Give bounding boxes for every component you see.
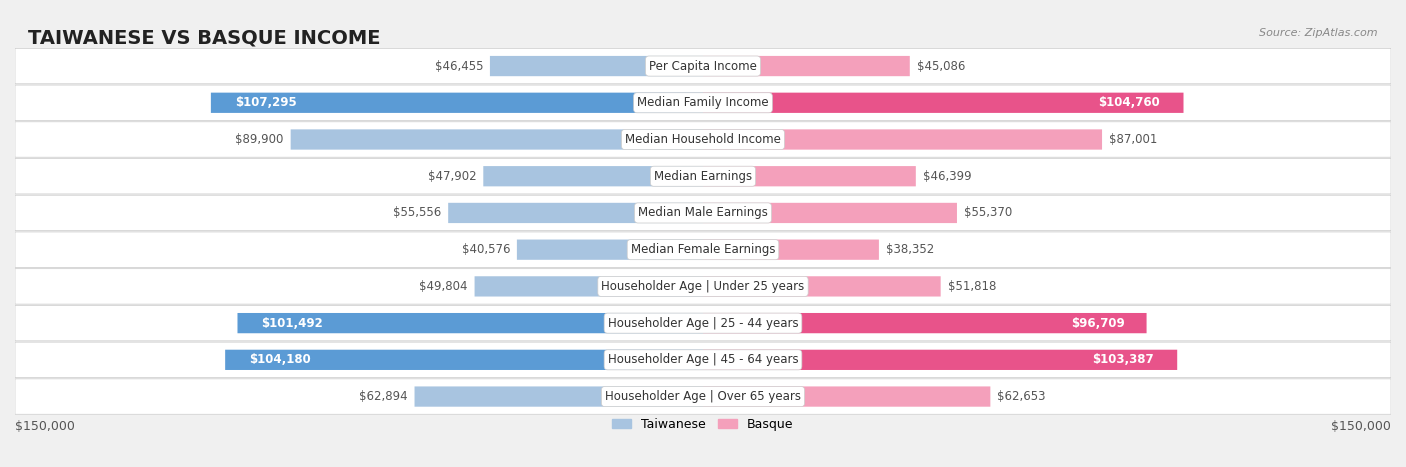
Text: $89,900: $89,900 — [235, 133, 284, 146]
FancyBboxPatch shape — [15, 342, 1391, 377]
Text: $150,000: $150,000 — [1331, 420, 1391, 433]
FancyBboxPatch shape — [475, 276, 703, 297]
FancyBboxPatch shape — [211, 92, 703, 113]
Text: $46,399: $46,399 — [922, 170, 972, 183]
Text: $55,556: $55,556 — [394, 206, 441, 219]
FancyBboxPatch shape — [703, 386, 990, 407]
FancyBboxPatch shape — [15, 305, 1391, 341]
Text: Householder Age | Under 25 years: Householder Age | Under 25 years — [602, 280, 804, 293]
Text: Householder Age | 45 - 64 years: Householder Age | 45 - 64 years — [607, 354, 799, 366]
Text: Householder Age | 25 - 44 years: Householder Age | 25 - 44 years — [607, 317, 799, 330]
FancyBboxPatch shape — [15, 232, 1391, 268]
FancyBboxPatch shape — [489, 56, 703, 76]
FancyBboxPatch shape — [15, 379, 1391, 414]
FancyBboxPatch shape — [484, 166, 703, 186]
FancyBboxPatch shape — [703, 313, 1146, 333]
Text: $46,455: $46,455 — [434, 60, 484, 72]
FancyBboxPatch shape — [449, 203, 703, 223]
Text: $96,709: $96,709 — [1070, 317, 1125, 330]
Text: Source: ZipAtlas.com: Source: ZipAtlas.com — [1260, 28, 1378, 38]
Text: Median Household Income: Median Household Income — [626, 133, 780, 146]
Text: $47,902: $47,902 — [427, 170, 477, 183]
FancyBboxPatch shape — [703, 203, 957, 223]
Text: $104,180: $104,180 — [249, 354, 311, 366]
FancyBboxPatch shape — [15, 269, 1391, 304]
FancyBboxPatch shape — [703, 129, 1102, 149]
Text: $45,086: $45,086 — [917, 60, 965, 72]
FancyBboxPatch shape — [703, 56, 910, 76]
Legend: Taiwanese, Basque: Taiwanese, Basque — [613, 417, 793, 431]
Text: Householder Age | Over 65 years: Householder Age | Over 65 years — [605, 390, 801, 403]
FancyBboxPatch shape — [415, 386, 703, 407]
Text: $51,818: $51,818 — [948, 280, 995, 293]
Text: Median Female Earnings: Median Female Earnings — [631, 243, 775, 256]
Text: $40,576: $40,576 — [461, 243, 510, 256]
Text: Median Male Earnings: Median Male Earnings — [638, 206, 768, 219]
Text: $104,760: $104,760 — [1098, 96, 1160, 109]
FancyBboxPatch shape — [15, 49, 1391, 84]
Text: $103,387: $103,387 — [1092, 354, 1153, 366]
Text: $101,492: $101,492 — [260, 317, 322, 330]
FancyBboxPatch shape — [15, 122, 1391, 157]
FancyBboxPatch shape — [15, 195, 1391, 231]
FancyBboxPatch shape — [15, 158, 1391, 194]
FancyBboxPatch shape — [703, 166, 915, 186]
FancyBboxPatch shape — [15, 85, 1391, 120]
Text: $49,804: $49,804 — [419, 280, 468, 293]
Text: TAIWANESE VS BASQUE INCOME: TAIWANESE VS BASQUE INCOME — [28, 28, 381, 47]
Text: Median Family Income: Median Family Income — [637, 96, 769, 109]
Text: Median Earnings: Median Earnings — [654, 170, 752, 183]
FancyBboxPatch shape — [703, 350, 1177, 370]
FancyBboxPatch shape — [703, 240, 879, 260]
Text: $38,352: $38,352 — [886, 243, 934, 256]
FancyBboxPatch shape — [703, 92, 1184, 113]
Text: Per Capita Income: Per Capita Income — [650, 60, 756, 72]
FancyBboxPatch shape — [238, 313, 703, 333]
FancyBboxPatch shape — [225, 350, 703, 370]
FancyBboxPatch shape — [291, 129, 703, 149]
Text: $55,370: $55,370 — [965, 206, 1012, 219]
FancyBboxPatch shape — [517, 240, 703, 260]
Text: $107,295: $107,295 — [235, 96, 297, 109]
Text: $62,653: $62,653 — [997, 390, 1046, 403]
Text: $62,894: $62,894 — [359, 390, 408, 403]
Text: $150,000: $150,000 — [15, 420, 75, 433]
Text: $87,001: $87,001 — [1109, 133, 1157, 146]
FancyBboxPatch shape — [703, 276, 941, 297]
